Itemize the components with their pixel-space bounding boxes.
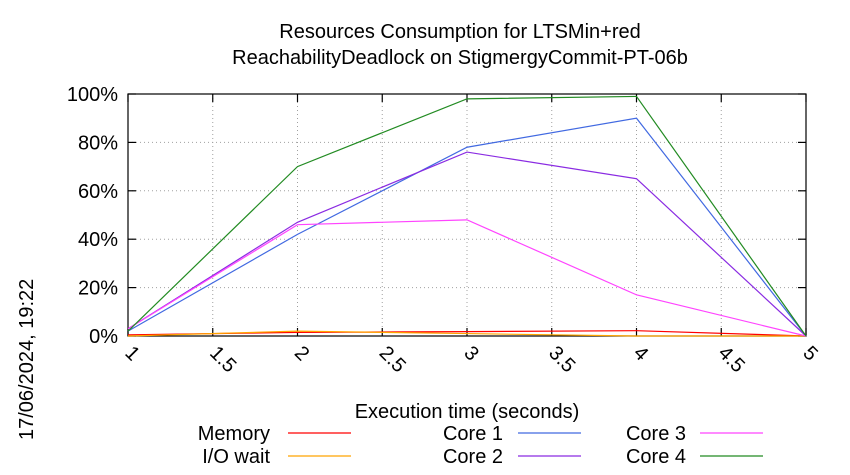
legend-label-core-2: Core 2 — [443, 446, 503, 468]
legend-label-memory: Memory — [198, 423, 270, 445]
legend-label-i-o-wait: I/O wait — [202, 446, 270, 468]
legend-label-core-4: Core 4 — [626, 446, 686, 468]
series-line-core-3 — [127, 219, 807, 337]
x-tick-label: 5 — [798, 342, 821, 365]
x-tick-label: 1 — [120, 342, 143, 365]
x-tick-label: 1.5 — [205, 342, 240, 377]
legend-label-core-3: Core 3 — [626, 423, 686, 445]
series-line-core-2 — [127, 151, 807, 337]
x-tick-label: 2 — [290, 342, 313, 365]
x-axis-label: Execution time (seconds) — [355, 401, 580, 423]
series-line-i-o-wait — [127, 330, 806, 337]
y-tick-label: 60% — [78, 181, 118, 203]
x-tick-label: 2.5 — [375, 342, 410, 377]
y-tick-label: 20% — [78, 278, 118, 300]
legend-label-core-1: Core 1 — [443, 423, 503, 445]
chart-title-line-1: Resources Consumption for LTSMin+red — [279, 21, 640, 43]
series-lines — [127, 95, 807, 337]
x-tick-label: 3 — [459, 342, 482, 365]
x-tick-label: 4.5 — [714, 342, 749, 377]
y-tick-label: 0% — [89, 326, 118, 348]
y-tick-label: 80% — [78, 132, 118, 154]
y-tick-label: 40% — [78, 229, 118, 251]
y-axis-ticks: 0% 20% 40% 60% 80% 100% — [67, 84, 806, 348]
grid — [128, 94, 806, 336]
timestamp-label: 17/06/2024, 19:22 — [16, 279, 38, 440]
chart-title-line-2: ReachabilityDeadlock on StigmergyCommit-… — [232, 47, 688, 69]
y-tick-label: 100% — [67, 84, 118, 106]
x-tick-label: 4 — [629, 342, 652, 365]
x-tick-label: 3.5 — [544, 342, 579, 377]
series-line-core-1 — [127, 117, 807, 337]
series-line-core-4 — [127, 95, 807, 337]
